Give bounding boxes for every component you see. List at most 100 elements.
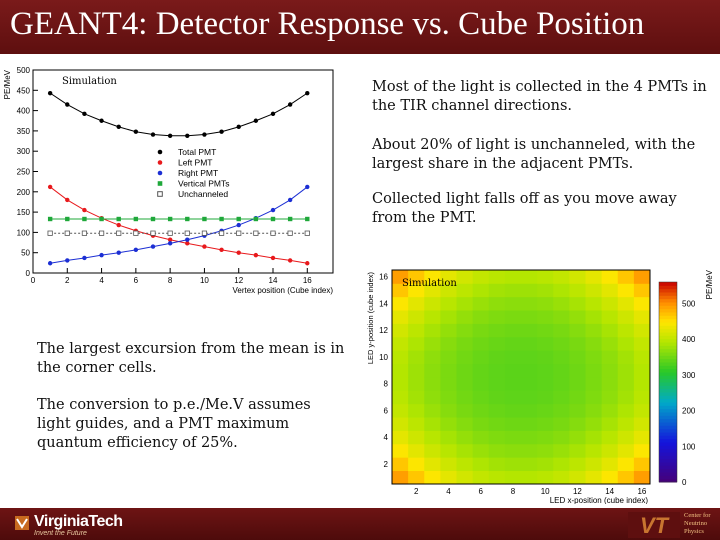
heatmap-cell	[472, 417, 490, 431]
heatmap-cell	[633, 283, 651, 298]
heatmap-cell	[537, 336, 554, 351]
heatmap-cell	[617, 470, 635, 485]
colorbar-segment	[659, 475, 677, 480]
colorbar-segment	[659, 305, 677, 310]
heatmap-cell	[617, 377, 635, 391]
heatmap-cell	[553, 310, 570, 324]
colorbar-segment	[659, 358, 677, 363]
point-unchanneled	[81, 230, 88, 236]
heatmap-cell	[537, 270, 554, 284]
vt-mark-icon: VT	[628, 512, 680, 538]
point-right	[133, 247, 139, 253]
heatmap-cell	[440, 323, 457, 338]
heatmap-cell	[601, 457, 619, 472]
heatmap-cell	[537, 417, 554, 431]
colorbar-segment	[659, 435, 677, 440]
heatmap-cell	[488, 390, 506, 405]
heatmap-cell	[488, 443, 506, 458]
heatmap-cell	[440, 403, 457, 418]
point-unchanneled	[98, 230, 105, 236]
heatmap-y-tick-label: 14	[379, 299, 388, 308]
heatmap-cell	[601, 430, 619, 445]
center-label-1: Center for	[684, 512, 711, 519]
heatmap-cell	[569, 336, 586, 351]
heatmap-cell	[585, 310, 603, 324]
heatmap-cell	[537, 470, 554, 485]
heatmap-y-tick-label: 2	[384, 460, 389, 469]
heatmap-x-tick-label: 12	[573, 487, 582, 496]
heatmap-cell	[569, 363, 586, 378]
heatmap-cell	[633, 323, 651, 338]
heatmap-cell	[456, 270, 474, 284]
heatmap-cell	[424, 363, 441, 378]
heatmap-cell	[617, 403, 635, 418]
heatmap-cell	[504, 430, 522, 445]
heatmap-cell	[488, 270, 506, 284]
colorbar-segment	[659, 392, 677, 396]
heatmap-cell	[472, 283, 490, 298]
point-vertical	[185, 216, 190, 222]
colorbar-segment	[659, 425, 677, 430]
colorbar-segment	[659, 448, 677, 453]
point-right	[47, 261, 53, 266]
bullet-right-2: About 20% of light is unchanneled, with …	[372, 137, 696, 172]
heatmap-cell	[456, 350, 474, 365]
colorbar-segment	[659, 288, 677, 293]
point-left	[47, 184, 53, 190]
y-tick-label: 450	[17, 86, 31, 95]
colorbar-segment	[659, 402, 677, 406]
heatmap-cell	[617, 283, 635, 298]
heatmap-y-tick-label: 16	[379, 273, 388, 282]
y-tick-label: 0	[26, 269, 31, 278]
heatmap-cell	[585, 390, 603, 405]
point-right	[99, 252, 104, 258]
legend-marker-vertical	[157, 181, 163, 186]
heatmap-cell	[504, 323, 522, 338]
point-vertical	[270, 216, 276, 222]
colorbar-segment	[659, 338, 677, 343]
point-total	[185, 133, 190, 138]
point-vertical	[133, 216, 139, 222]
heatmap-cell	[633, 430, 651, 445]
x-axis-label: Vertex position (Cube index)	[233, 286, 334, 295]
heatmap-cell	[456, 470, 474, 485]
point-unchanneled	[270, 230, 276, 236]
x-tick-label: 8	[168, 276, 173, 285]
heatmap-cell	[569, 417, 586, 431]
point-unchanneled	[64, 230, 70, 236]
heatmap-cell	[553, 323, 570, 338]
heatmap-cell	[633, 470, 651, 485]
heatmap-y-tick-label: 12	[379, 326, 388, 335]
heatmap-cell	[617, 443, 635, 458]
x-tick-label: 0	[31, 276, 36, 285]
heatmap-cell	[504, 350, 522, 365]
heatmap-cell	[585, 323, 603, 338]
heatmap-cell	[617, 310, 635, 324]
heatmap-cell	[617, 336, 635, 351]
point-total	[202, 132, 207, 137]
heatmap-cell	[456, 310, 474, 324]
colorbar-tick-label: 200	[682, 407, 696, 416]
heatmap-cell	[456, 430, 474, 445]
heatmap-cell	[392, 443, 409, 458]
colorbar-segment	[659, 378, 677, 383]
colorbar-segment	[659, 418, 677, 423]
heatmap-cell	[408, 363, 425, 378]
point-left	[219, 247, 224, 253]
heatmap-cell	[488, 430, 506, 445]
colorbar-segment	[659, 455, 677, 460]
heatmap-cell	[537, 323, 554, 338]
heatmap-y-tick-label: 8	[384, 380, 389, 389]
x-tick-label: 2	[65, 276, 70, 285]
heatmap-cell	[569, 430, 586, 445]
point-vertical	[202, 216, 207, 222]
point-unchanneled	[133, 230, 139, 236]
heatmap-cell	[456, 417, 474, 431]
heatmap-cell	[456, 336, 474, 351]
heatmap-cell	[553, 270, 570, 284]
heatmap-cell	[456, 323, 474, 338]
colorbar-segment	[659, 362, 677, 366]
legend-label-right: Right PMT	[178, 168, 218, 178]
y-tick-label: 350	[17, 127, 31, 136]
point-right	[305, 184, 310, 190]
